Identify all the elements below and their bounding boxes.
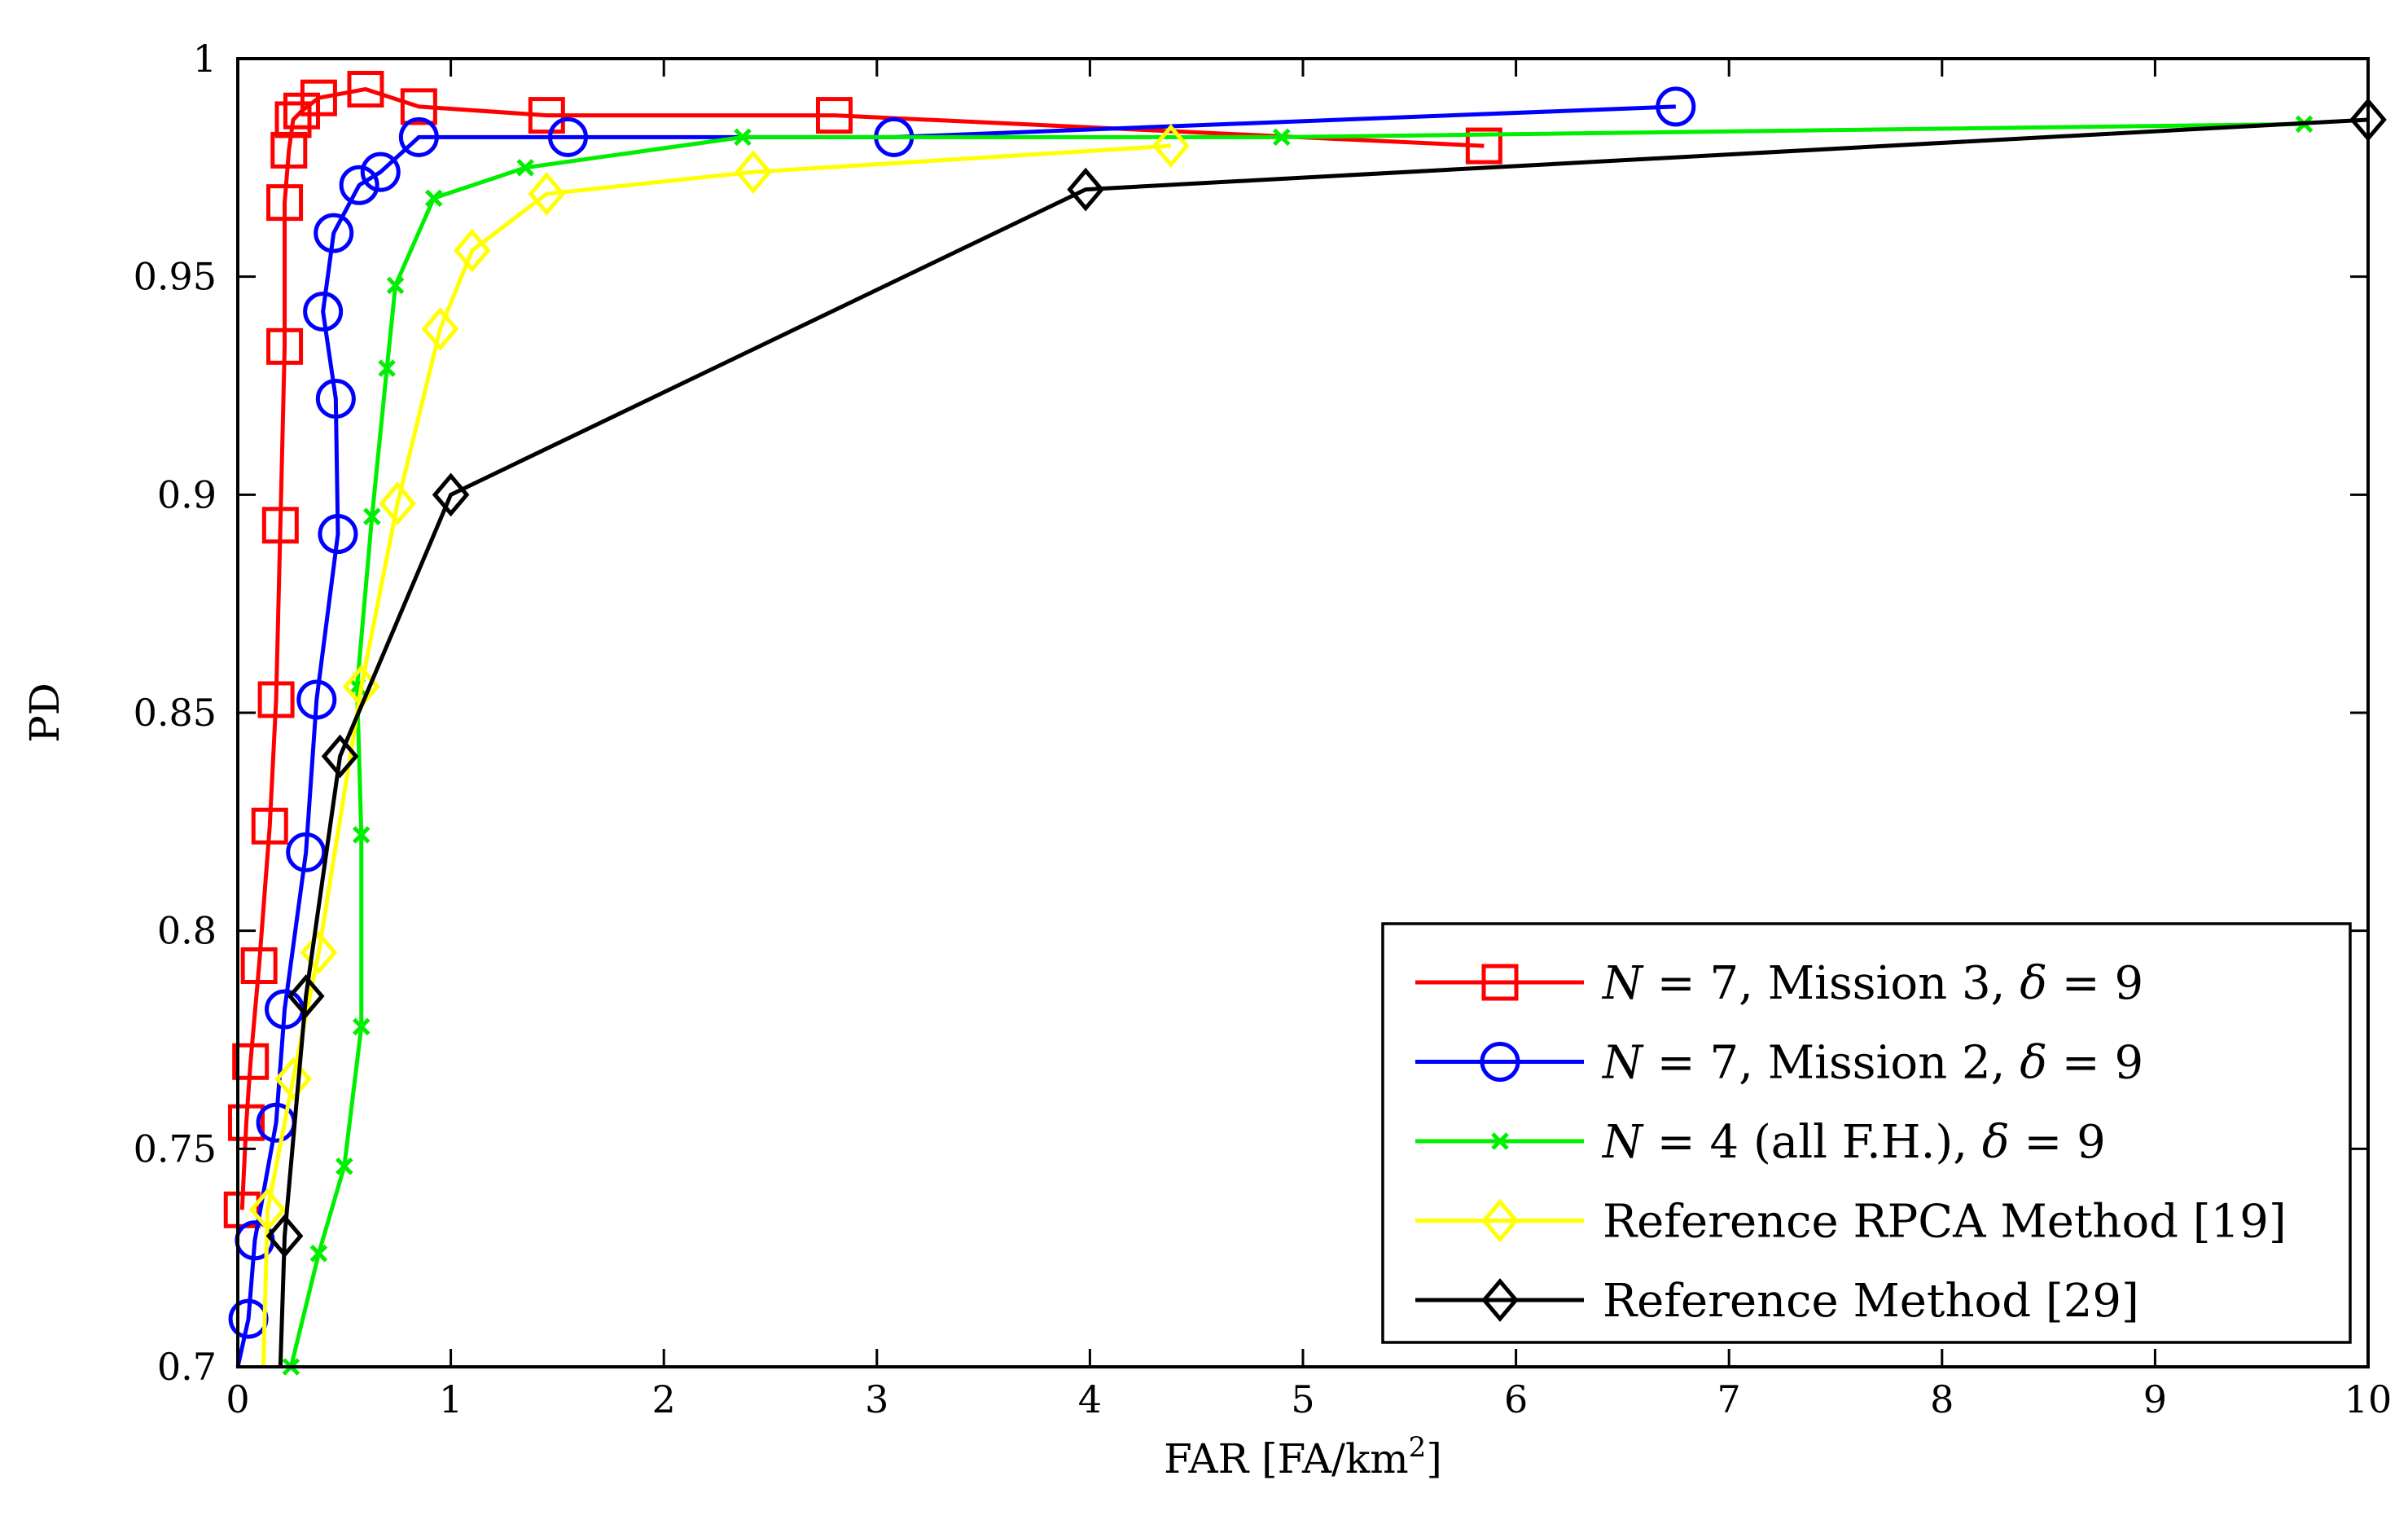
y-tick-label: 0.8 (157, 909, 217, 953)
data-point (453, 228, 491, 273)
data-point (309, 1245, 328, 1263)
x-tick-label: 2 (652, 1377, 676, 1421)
ticks-layer: 0 1 2 3 4 5 6 7 8 9 10 0.7 0.75 0.8 0.85 0.9 0.95 1 (134, 37, 2393, 1421)
data-point (379, 481, 417, 525)
data-point (274, 101, 312, 138)
data-point (378, 359, 396, 377)
x-tick-label: 4 (1078, 1377, 1102, 1421)
data-point (286, 832, 327, 872)
data-point (386, 276, 405, 295)
x-tick-label: 1 (439, 1377, 463, 1421)
series-line (235, 104, 1676, 1368)
legend-marker (1481, 1198, 1519, 1243)
x-tick-label: 5 (1291, 1377, 1314, 1421)
data-point (352, 826, 371, 844)
data-point (315, 379, 356, 419)
x-tick-label: 3 (865, 1377, 888, 1421)
data-point (1465, 127, 1502, 165)
data-point (227, 1104, 265, 1141)
data-point (528, 172, 566, 216)
data-point (232, 1043, 270, 1080)
legend-label: N = 7, Mission 2, δ = 9 (1601, 1037, 2143, 1090)
x-tick-label: 9 (2143, 1377, 2167, 1421)
x-tick-label: 6 (1504, 1377, 1528, 1421)
series-layer (223, 70, 2387, 1376)
data-point (432, 472, 470, 517)
series-3 (282, 115, 2314, 1376)
legend-label: N = 7, Mission 3, δ = 9 (1601, 957, 2143, 1010)
data-point (400, 88, 437, 125)
data-point (1067, 167, 1104, 212)
series-line (278, 117, 2369, 1368)
x-tick-label: 10 (2344, 1377, 2393, 1421)
data-point (296, 679, 337, 720)
data-point (398, 116, 439, 157)
data-point (251, 807, 288, 845)
data-point (314, 213, 354, 253)
data-point (735, 150, 772, 195)
data-point (421, 307, 459, 351)
data-point (347, 70, 384, 108)
data-point (270, 131, 308, 169)
legend-label: N = 4 (all F.H.), δ = 9 (1601, 1116, 2106, 1169)
x-tick-label: 0 (226, 1377, 249, 1421)
data-point (734, 128, 752, 147)
data-point (287, 974, 325, 1018)
data-point (257, 681, 295, 718)
data-point (265, 1214, 304, 1258)
y-axis-title: PD (21, 683, 68, 743)
data-point (261, 507, 299, 544)
data-point (274, 1056, 312, 1101)
data-point (266, 327, 304, 365)
data-point (516, 159, 534, 177)
data-point (1151, 124, 1190, 168)
y-tick-label: 0.95 (134, 255, 217, 299)
legend-item-3: N = 4 (all F.H.), δ = 9 (1415, 1116, 2106, 1169)
legend-box (1381, 922, 2352, 1344)
data-point (266, 184, 304, 222)
legend: N = 7, Mission 3, δ = 9 N = 7, Mission 2,… (1381, 922, 2352, 1344)
y-tick-label: 0.85 (134, 691, 217, 735)
data-point (528, 97, 565, 134)
legend-item-2: N = 7, Mission 2, δ = 9 (1415, 1037, 2143, 1090)
data-point (240, 947, 278, 984)
legend-marker (1480, 1042, 1520, 1082)
y-tick-label: 0.7 (157, 1345, 217, 1389)
x-tick-label: 7 (1717, 1377, 1741, 1421)
legend-marker (1481, 964, 1519, 1001)
data-point (1273, 128, 1291, 147)
data-point (815, 97, 853, 134)
y-tick-label: 0.75 (134, 1127, 217, 1171)
y-tick-label: 0.9 (157, 472, 217, 516)
series-line (288, 121, 2305, 1368)
data-point (424, 189, 443, 208)
data-point (300, 930, 338, 975)
x-tick-label: 8 (1930, 1377, 1954, 1421)
data-point (300, 79, 337, 116)
x-axis-title-superscript: 2 (1409, 1431, 1427, 1464)
data-point (336, 1157, 353, 1175)
series-5 (265, 98, 2387, 1368)
data-point (1656, 86, 1696, 127)
legend-item-5: Reference Method [29] (1415, 1275, 2139, 1328)
series-line (261, 143, 1171, 1368)
data-point (360, 152, 401, 192)
legend-item-1: N = 7, Mission 3, δ = 9 (1415, 957, 2143, 1010)
y-tick-label: 1 (193, 37, 217, 81)
data-point (363, 507, 381, 525)
legend-label: Reference Method [29] (1603, 1275, 2139, 1328)
x-axis-title: FAR [FA/km2] (1164, 1431, 1442, 1482)
data-point (339, 165, 379, 205)
data-point (547, 116, 588, 157)
data-point (248, 1188, 287, 1232)
legend-item-4: Reference RPCA Method [19] (1415, 1196, 2287, 1249)
data-point (303, 291, 344, 332)
data-point (318, 514, 358, 555)
data-point (352, 1017, 371, 1036)
legend-marker (1491, 1132, 1509, 1150)
legend-label: Reference RPCA Method [19] (1603, 1196, 2287, 1249)
data-point (321, 734, 359, 779)
legend-marker (1481, 1278, 1519, 1322)
